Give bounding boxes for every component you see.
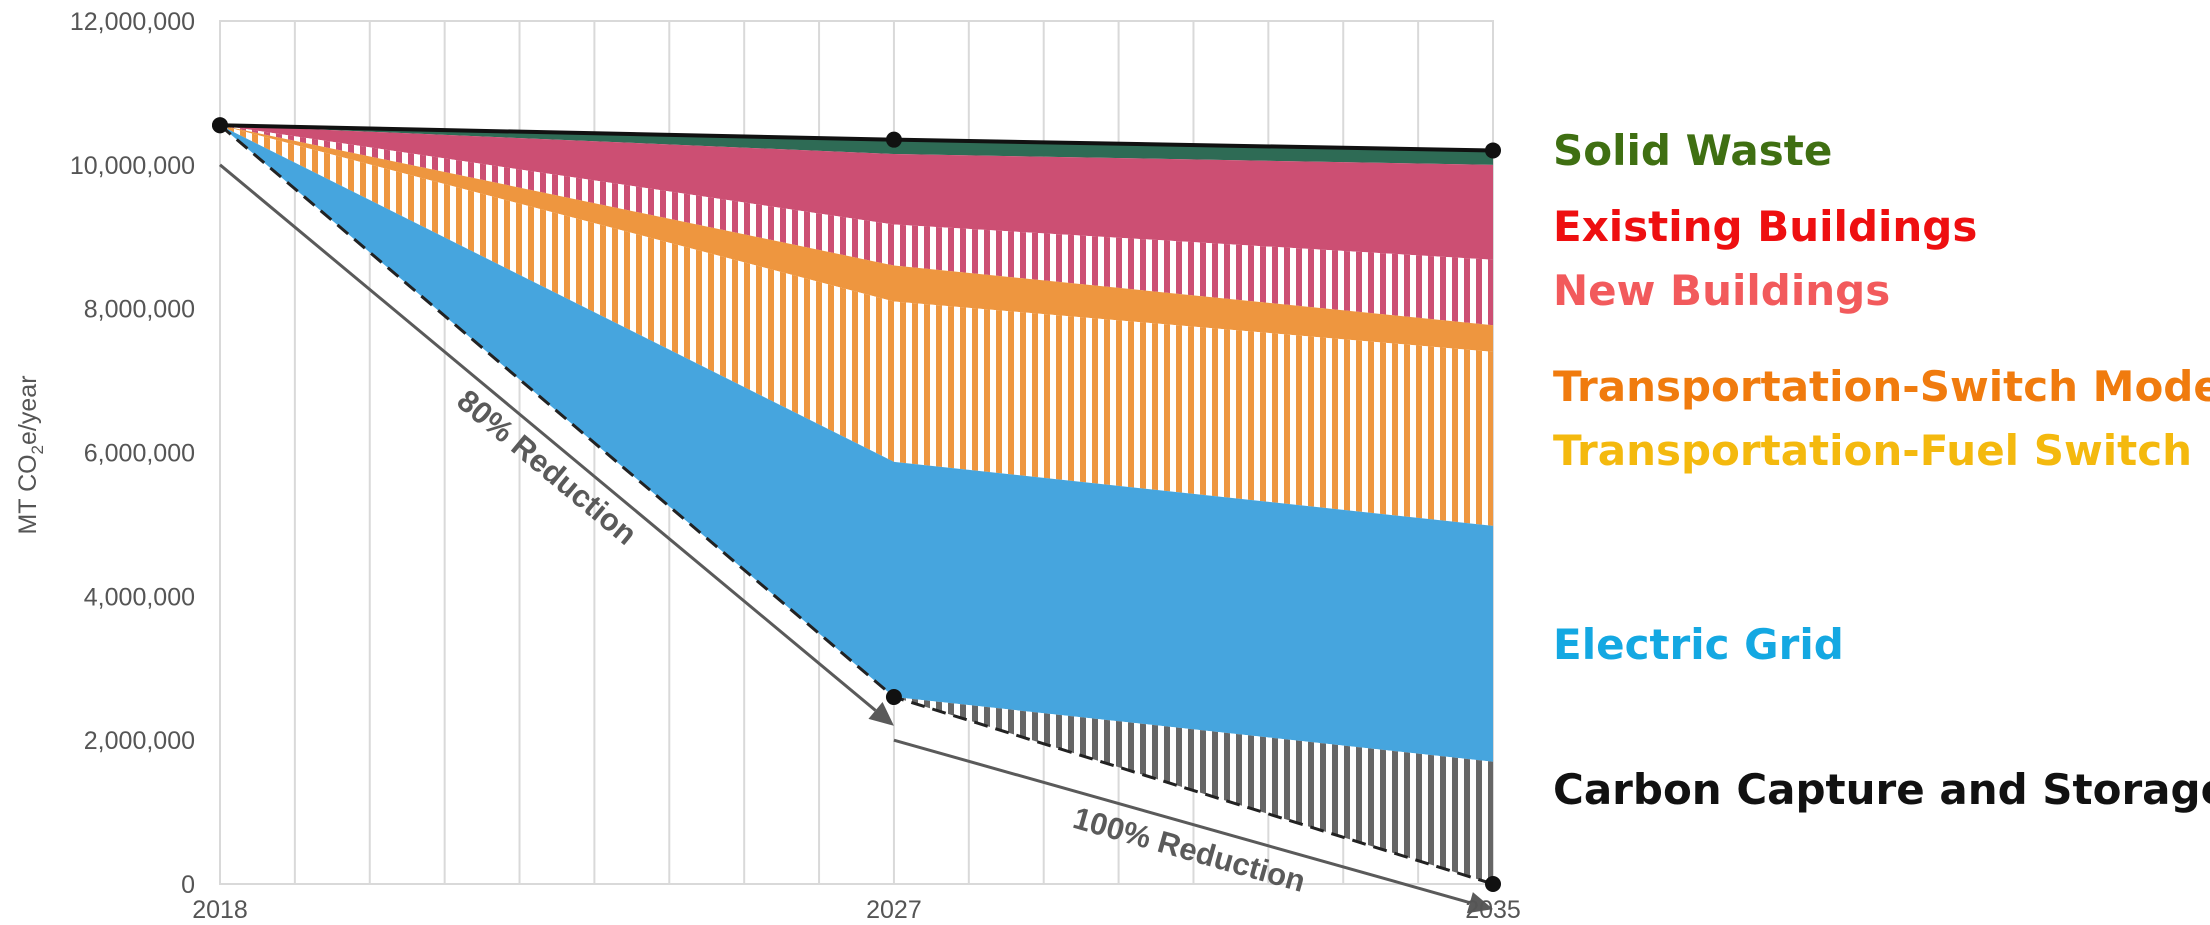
x-tick-label: 2027 bbox=[866, 896, 922, 924]
area-electric-grid bbox=[220, 125, 1493, 762]
area-transportation-switch-mode bbox=[220, 125, 1493, 352]
y-tick-label: 6,000,000 bbox=[84, 440, 195, 468]
legend-new-buildings: New Buildings bbox=[1553, 266, 1891, 315]
chart-areas bbox=[220, 125, 1493, 884]
area-transportation-fuel-switch bbox=[220, 125, 1493, 526]
chart-lines bbox=[212, 117, 1501, 892]
legend-existing-buildings: Existing Buildings bbox=[1553, 202, 1978, 251]
x-axis-ticks: 2018 2027 2035 bbox=[192, 896, 1521, 924]
chart-legend: Solid Waste Existing Buildings New Buildin… bbox=[1553, 0, 2210, 925]
target-point bbox=[885, 689, 902, 706]
x-tick-label: 2035 bbox=[1465, 896, 1521, 924]
area-solid-waste bbox=[220, 125, 1493, 165]
y-tick-label: 8,000,000 bbox=[84, 296, 195, 324]
total-point bbox=[1485, 142, 1501, 159]
y-axis-ticks: 0 2,000,000 4,000,000 6,000,000 8,000,000 10,… bbox=[70, 8, 195, 899]
legend-transportation-switch-mode: Transportation-Switch Mode bbox=[1553, 362, 2210, 411]
annotation-arrow-head bbox=[1466, 892, 1493, 914]
legend-carbon-capture-and-storage: Carbon Capture and Storage bbox=[1553, 765, 2210, 814]
y-tick-label: 12,000,000 bbox=[70, 8, 195, 36]
y-tick-label: 10,000,000 bbox=[70, 152, 195, 180]
target-point bbox=[212, 117, 228, 134]
legend-transportation-fuel-switch: Transportation-Fuel Switch bbox=[1553, 426, 2193, 475]
y-tick-label: 4,000,000 bbox=[84, 583, 195, 611]
annotation-arrow-head bbox=[868, 701, 894, 726]
area-carbon-capture-and-storage bbox=[220, 125, 1493, 884]
area-existing-buildings bbox=[220, 125, 1493, 260]
legend-solid-waste: Solid Waste bbox=[1553, 126, 1833, 175]
legend-electric-grid: Electric Grid bbox=[1553, 620, 1844, 669]
total-point bbox=[885, 131, 902, 148]
x-tick-label: 2018 bbox=[192, 896, 248, 924]
y-axis-label: MT CO2e/year bbox=[14, 375, 47, 534]
area-new-buildings bbox=[220, 125, 1493, 326]
annotation-arrow-line bbox=[893, 738, 1471, 905]
y-tick-label: 2,000,000 bbox=[84, 727, 195, 755]
y-tick-label: 0 bbox=[181, 871, 195, 899]
annotation-arrow-line bbox=[219, 163, 877, 712]
target-point bbox=[1485, 876, 1501, 892]
